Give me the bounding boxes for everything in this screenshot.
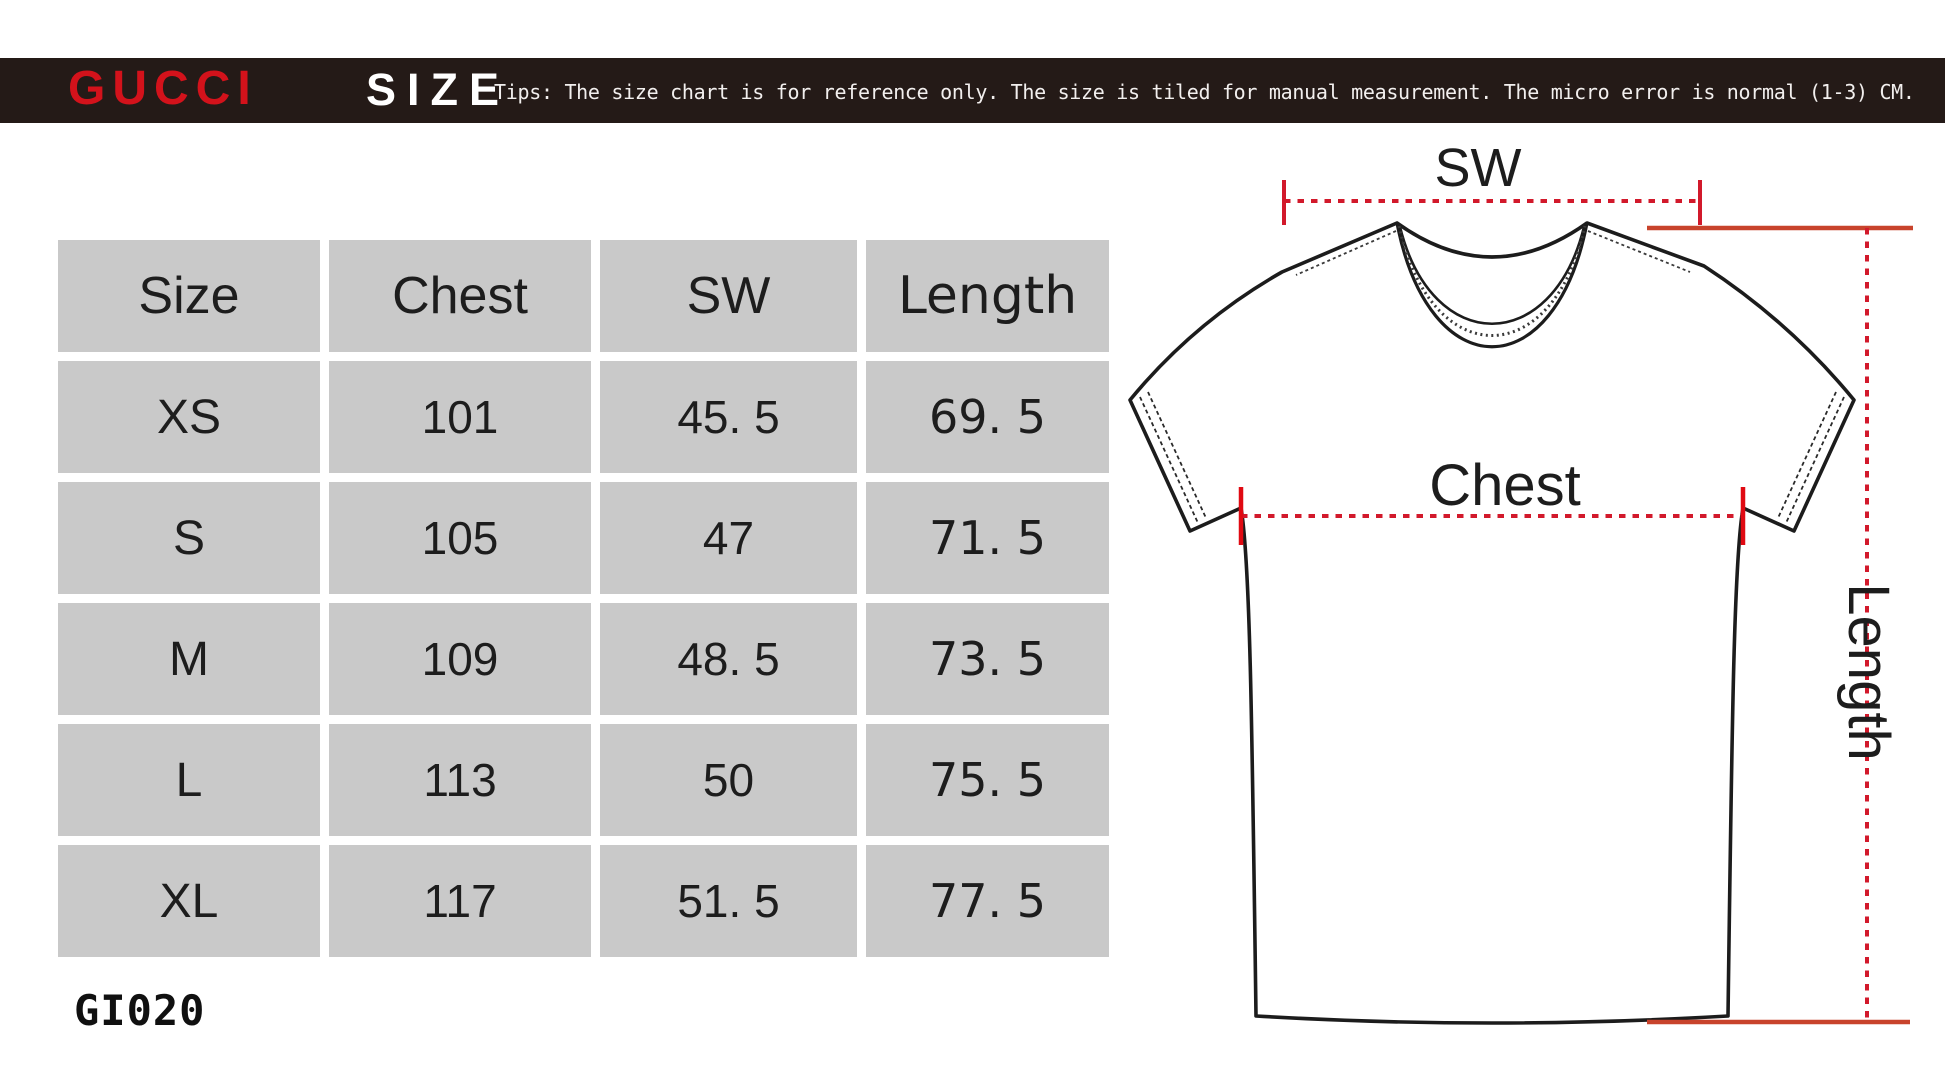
table-row-m-size: M: [58, 603, 320, 715]
table-row-xl-size: XL: [58, 845, 320, 957]
table-row-xs-sw: 45. 5: [600, 361, 857, 473]
collar-rib-stipple: [1397, 225, 1587, 337]
product-code: GI020: [74, 986, 206, 1035]
collar-outer-edge: [1395, 222, 1589, 349]
tshirt-outline: [1128, 221, 1856, 1025]
table-row-l-length: 75. 5: [866, 724, 1109, 836]
column-header-chest: Chest: [329, 240, 591, 352]
collar-inner-edge: [1398, 226, 1586, 326]
table-row-xl-sw: 51. 5: [600, 845, 857, 957]
table-row-s-size: S: [58, 482, 320, 594]
table-row-l-chest: 113: [329, 724, 591, 836]
size-title: SIZE: [366, 64, 511, 115]
chest-label: Chest: [1429, 453, 1581, 518]
table-row-s-sw: 47: [600, 482, 857, 594]
table-row-m-sw: 48. 5: [600, 603, 857, 715]
table-row-xs-length: 69. 5: [866, 361, 1109, 473]
cuff-stitch-left: [1139, 391, 1207, 524]
sw-label: SW: [1435, 138, 1522, 198]
cuff-stitch-right: [1777, 391, 1845, 524]
table-row-xl-chest: 117: [329, 845, 591, 957]
header-bar: GUCCI SIZE Tips: The size chart is for r…: [0, 58, 1945, 123]
column-header-length: Length: [866, 240, 1109, 352]
column-header-sw: SW: [600, 240, 857, 352]
table-row-m-length: 73. 5: [866, 603, 1109, 715]
table-row-m-chest: 109: [329, 603, 591, 715]
tips-text: Tips: The size chart is for reference on…: [494, 80, 1915, 104]
table-row-l-size: L: [58, 724, 320, 836]
shoulder-stitch-left: [1295, 230, 1397, 276]
table-row-xs-chest: 101: [329, 361, 591, 473]
size-table: Size Chest SW Length XS 101 45. 5 69. 5 …: [58, 240, 1109, 957]
table-row-l-sw: 50: [600, 724, 857, 836]
table-row-s-chest: 105: [329, 482, 591, 594]
column-header-size: Size: [58, 240, 320, 352]
table-row-xs-size: XS: [58, 361, 320, 473]
shoulder-stitch-right: [1587, 230, 1691, 273]
brand-logo: GUCCI: [68, 62, 258, 115]
table-row-xl-length: 77. 5: [866, 845, 1109, 957]
length-label: Length: [1836, 583, 1901, 760]
table-row-s-length: 71. 5: [866, 482, 1109, 594]
